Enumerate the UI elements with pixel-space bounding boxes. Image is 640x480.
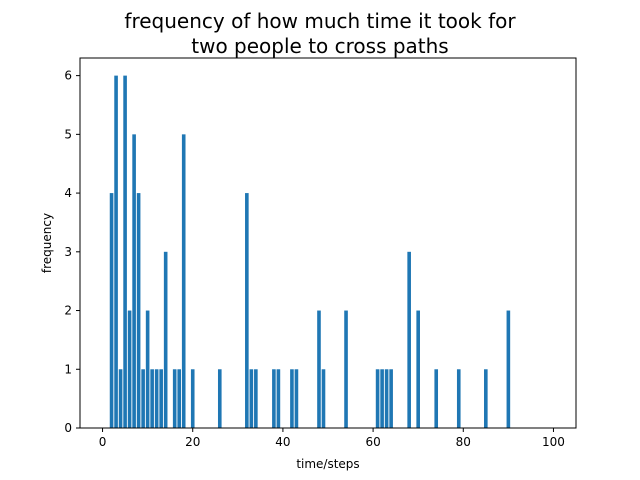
y-tick-label: 5 [64,127,72,141]
y-tick-label: 3 [64,245,72,259]
x-tick-label: 40 [275,435,290,449]
bar [127,310,132,428]
y-tick-label: 6 [64,69,72,83]
bar [434,369,439,428]
bar [177,369,182,428]
x-tick-label: 20 [185,435,200,449]
bar [118,369,123,428]
bar [190,369,195,428]
x-tick-label: 60 [365,435,380,449]
x-axis-label: time/steps [296,457,359,471]
bar [294,369,299,428]
x-axis-ticks: 0 20 40 60 80 100 [99,428,565,449]
bar [136,193,141,428]
bar [245,193,249,428]
bars-group [109,75,511,428]
bar [132,134,136,428]
y-tick-label: 1 [64,362,72,376]
plot-frame [79,57,577,429]
bar [150,369,154,428]
chart-title-line-2: two people to cross paths [191,34,448,58]
bar [506,310,511,428]
bar [154,369,159,428]
bar [321,369,326,428]
bar [389,369,393,428]
bar [217,369,222,428]
bar [380,369,384,428]
bar [375,369,380,428]
y-tick-label: 4 [64,186,72,200]
bar [172,369,177,428]
bar [456,369,461,428]
bar [181,134,186,428]
y-axis-label: frequency [40,213,54,273]
bar [276,369,281,428]
bar [109,193,114,428]
bar [141,369,145,428]
y-tick-label: 2 [64,304,72,318]
bar [249,369,254,428]
bar [384,369,389,428]
bar [163,251,168,428]
y-axis-ticks: 0 1 2 3 4 5 6 [64,69,80,435]
chart-title-line-1: frequency of how much time it took for [124,9,516,33]
bar [407,251,411,428]
x-tick-label: 80 [456,435,471,449]
bar [484,369,488,428]
bar [344,310,348,428]
y-tick-label: 0 [64,421,72,435]
x-tick-label: 0 [99,435,107,449]
bar [272,369,276,428]
bar [145,310,150,428]
bar [416,310,420,428]
bar [317,310,321,428]
bar [290,369,294,428]
bar [254,369,258,428]
bar [159,369,163,428]
x-tick-label: 100 [542,435,565,449]
bar [123,75,127,428]
bar [114,75,118,428]
